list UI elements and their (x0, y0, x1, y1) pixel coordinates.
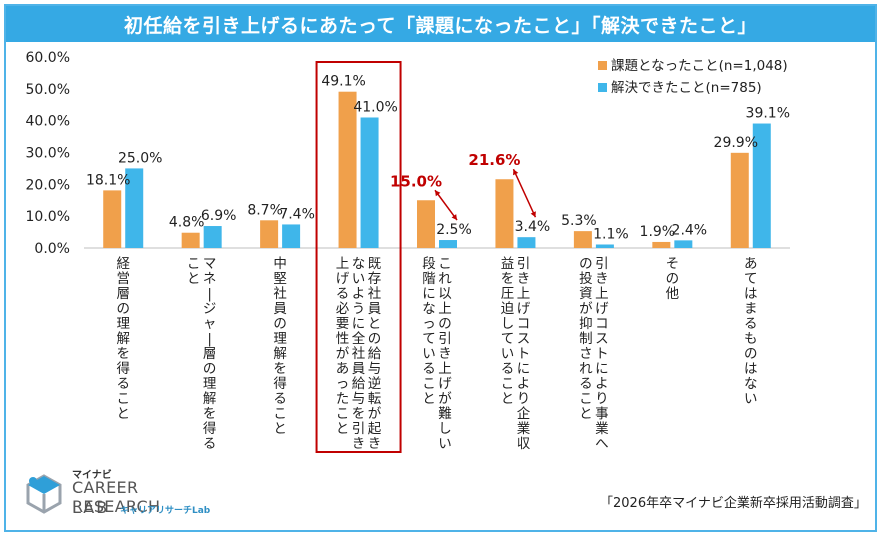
data-label: 4.8% (169, 215, 205, 231)
bar-solved (674, 240, 693, 248)
category-label: 段階になっていること (422, 256, 436, 407)
bar-issue (730, 152, 749, 248)
category-label: こと (187, 256, 201, 287)
highlight-arrowhead (513, 169, 519, 176)
legend-swatch (598, 61, 607, 70)
category-label: 引き上げコストにより企業収 (517, 256, 531, 452)
bar-issue (495, 179, 514, 248)
career-research-lab-logo: マイナビ CAREER RESEARCH LAB キャリアリサーチLab (20, 466, 230, 522)
bar-solved (517, 237, 536, 248)
category-label: 経営層の理解を得ること (116, 256, 130, 422)
data-label: 25.0% (118, 150, 162, 166)
data-label: 29.9% (714, 135, 758, 151)
bar-issue (573, 231, 592, 248)
bar-issue (338, 91, 357, 248)
logo-line1: CAREER RESEARCH (72, 478, 161, 516)
bar-solved (360, 117, 379, 248)
bar-issue (417, 200, 435, 248)
data-label: 49.1% (321, 74, 365, 90)
bar-solved (125, 168, 144, 248)
highlight-box (315, 61, 402, 453)
highlight-arrow (512, 168, 537, 218)
data-label: 18.1% (86, 172, 130, 188)
y-tick-label: 0.0% (34, 241, 70, 257)
data-label: 2.4% (672, 222, 708, 238)
data-label: 1.9% (640, 224, 676, 240)
legend-label: 解決できたこと(n=785) (611, 80, 762, 96)
category-label: 益を圧迫していること (501, 256, 515, 407)
bar-solved (595, 244, 614, 248)
legend-label: 課題となったこと(n=1,048) (611, 58, 788, 74)
data-label: 39.1% (746, 106, 790, 122)
category-label: 引き上げコストにより事業へ (595, 256, 609, 452)
y-tick-label: 60.0% (26, 50, 70, 66)
data-label: 3.4% (515, 219, 551, 235)
y-tick-label: 10.0% (26, 209, 70, 225)
data-label: 8.7% (247, 202, 283, 218)
data-label: 2.5% (436, 222, 472, 238)
chart-frame: 初任給を引き上げるにあたって「課題になったこと」「解決できたこと」 (4, 4, 877, 532)
bar-solved (282, 224, 301, 248)
highlight-arrowhead (451, 214, 457, 221)
bar-issue (181, 232, 200, 248)
cube-logo-icon (26, 474, 62, 514)
data-label: 41.0% (353, 99, 397, 115)
highlight-arrowhead (435, 190, 441, 197)
data-label: 7.4% (279, 206, 315, 222)
logo-line2: LAB (72, 498, 110, 517)
bar-issue (103, 190, 122, 248)
category-label: マネ|ジャ|層の理解を得る (203, 256, 217, 452)
highlight-arrowhead (530, 211, 536, 218)
category-label: 中堅社員の理解を得ること (273, 256, 287, 437)
chart-title: 初任給を引き上げるにあたって「課題になったこと」「解決できたこと」 (6, 6, 875, 42)
category-label: 上げる必要性があったこと (336, 256, 350, 437)
category-label: 既存社員との給与逆転が起き (368, 256, 382, 452)
category-label: ないように全社員給与を引き (352, 256, 366, 452)
data-label: 21.6% (468, 151, 520, 169)
data-label: 5.3% (561, 213, 597, 229)
bar-solved (203, 226, 222, 248)
bar-solved (752, 123, 771, 248)
bar-issue (652, 241, 671, 248)
category-label: の投資が抑制されること (579, 256, 593, 422)
legend-swatch (598, 83, 607, 92)
category-label: あてはまるものはない (744, 256, 758, 407)
y-tick-label: 50.0% (26, 82, 70, 98)
y-tick-label: 40.0% (26, 114, 70, 130)
bar-solved (439, 240, 457, 248)
bar-issue (260, 220, 279, 248)
data-label: 1.1% (593, 226, 629, 242)
category-label: その他 (666, 256, 680, 302)
logo-mynavi-text: マイナビ (72, 470, 112, 481)
logo-kana: キャリアリサーチLab (120, 506, 211, 516)
highlight-arrow (434, 189, 458, 221)
source-note: 「2026年卒マイナビ企業新卒採用活動調査」 (600, 496, 867, 511)
y-tick-label: 30.0% (26, 146, 70, 162)
data-label: 15.0% (390, 172, 442, 190)
data-label: 6.9% (201, 208, 237, 224)
y-tick-label: 20.0% (26, 177, 70, 193)
category-label: これ以上の引き上げが難しい (438, 256, 452, 452)
